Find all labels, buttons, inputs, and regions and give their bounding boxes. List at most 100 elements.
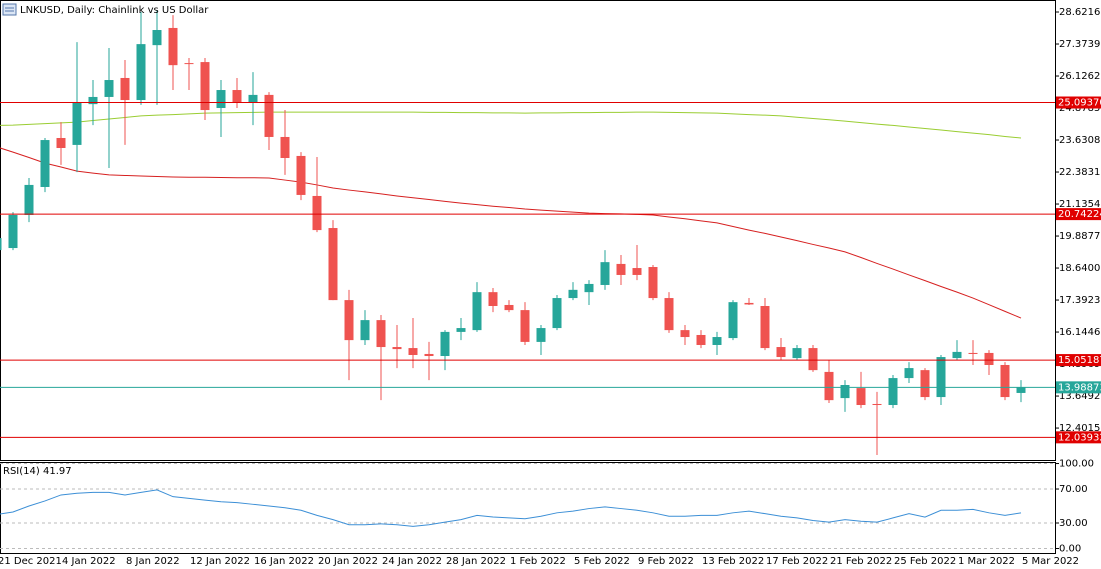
candle-body	[616, 263, 626, 275]
price-level-label: 20.74224	[1058, 209, 1101, 220]
x-tick-label: 21 Dec 2021	[0, 556, 62, 567]
price-level-label: 25.09370	[1058, 98, 1101, 109]
y-tick-label: 21.13540	[1059, 199, 1101, 210]
candle-body	[1016, 387, 1026, 393]
candle-body	[248, 94, 258, 103]
candle-body	[728, 302, 738, 339]
candle-body	[744, 302, 754, 305]
candle-body	[904, 368, 914, 379]
price-level-tag	[1056, 431, 1101, 444]
y-tick-label: 18.64000	[1059, 263, 1101, 274]
candle-body	[216, 90, 226, 108]
candle-body	[104, 80, 114, 97]
x-tick-label: 16 Jan 2022	[254, 556, 314, 567]
candle-body	[472, 292, 482, 331]
y-tick-label: 100.00	[1059, 459, 1094, 470]
candle-body	[632, 268, 642, 275]
candle-body	[152, 30, 162, 46]
candle-body	[376, 320, 386, 348]
x-tick-label: 24 Jan 2022	[382, 556, 442, 567]
rsi-panel-frame	[0, 462, 1056, 554]
candle-body	[360, 320, 370, 341]
price-level-label: 15.05187	[1058, 355, 1101, 366]
candle-body	[584, 283, 594, 293]
candle-body	[488, 292, 498, 306]
candle-body	[952, 351, 962, 359]
moving-average-line	[0, 147, 1022, 319]
x-tick-label: 21 Feb 2022	[830, 556, 892, 567]
rsi-line	[0, 489, 1022, 527]
price-level-label: 12.03932	[1058, 432, 1101, 443]
candle-body	[712, 337, 722, 345]
candle-body	[440, 331, 450, 357]
candle-body	[408, 348, 418, 355]
y-tick-label: 0.00	[1059, 543, 1081, 554]
x-tick-label: 25 Feb 2022	[894, 556, 956, 567]
candle-body	[504, 304, 514, 311]
candle-body	[936, 357, 946, 398]
candle-body	[424, 353, 434, 357]
rsi-last-value: 41.97	[43, 466, 72, 477]
candle-body	[808, 348, 818, 371]
candle-body	[8, 214, 18, 249]
x-tick-label: 1 Feb 2022	[510, 556, 566, 567]
candle-body	[200, 62, 210, 111]
y-tick-label: 12.40150	[1059, 423, 1101, 434]
candle-body	[0, 238, 2, 251]
x-tick-label: 28 Jan 2022	[446, 556, 506, 567]
candle-body	[88, 96, 98, 105]
candle-body	[568, 289, 578, 299]
candle-body	[856, 388, 866, 406]
candle-body	[520, 310, 530, 342]
candle-body	[56, 137, 66, 148]
x-tick-label: 5 Mar 2022	[1022, 556, 1079, 567]
candle-body	[664, 298, 674, 331]
price-level-label: 13.98873	[1058, 382, 1101, 393]
y-tick-label: 30.00	[1059, 518, 1088, 529]
y-tick-label: 24.87850	[1059, 103, 1101, 114]
x-tick-label: 4 Jan 2022	[62, 556, 116, 567]
candle-body	[792, 348, 802, 359]
rsi-plot	[0, 463, 1055, 549]
main-panel-frame	[0, 0, 1056, 461]
candle-body	[296, 155, 306, 195]
candle-body	[456, 328, 466, 332]
candle-body	[888, 378, 898, 406]
rsi-title: RSI(14) 41.97	[3, 466, 72, 477]
candle-body	[984, 352, 994, 365]
y-tick-label: 22.38310	[1059, 167, 1101, 178]
x-tick-label: 12 Jan 2022	[190, 556, 250, 567]
candle-body	[680, 330, 690, 338]
candle-body	[312, 195, 322, 231]
candle-body	[184, 63, 194, 65]
y-tick-label: 19.88770	[1059, 231, 1101, 242]
symbol-icon	[2, 3, 17, 16]
x-tick-label: 17 Feb 2022	[766, 556, 828, 567]
candle-body	[648, 267, 658, 299]
candle-body	[600, 262, 610, 285]
candle-body	[696, 334, 706, 345]
candle-body	[40, 140, 50, 187]
candle-body	[24, 184, 34, 215]
price-level-tag	[1056, 96, 1101, 109]
price-level-tag	[1056, 354, 1101, 367]
candle-body	[328, 228, 338, 301]
y-tick-label: 13.64920	[1059, 391, 1101, 402]
candle-body	[552, 298, 562, 329]
x-tick-label: 20 Jan 2022	[318, 556, 378, 567]
candle-body	[840, 385, 850, 399]
candle-body	[760, 305, 770, 349]
candle-body	[776, 347, 786, 358]
candle-body	[920, 370, 930, 398]
moving-average-line	[0, 111, 1022, 139]
candle-body	[968, 352, 978, 354]
y-tick-label: 16.14460	[1059, 327, 1101, 338]
candle-body	[344, 300, 354, 341]
price-level-tag	[1056, 208, 1101, 221]
y-tick-label: 70.00	[1059, 484, 1088, 495]
candle-body	[168, 27, 178, 66]
price-level-tag	[1056, 381, 1101, 394]
y-tick-label: 27.37390	[1059, 39, 1101, 50]
